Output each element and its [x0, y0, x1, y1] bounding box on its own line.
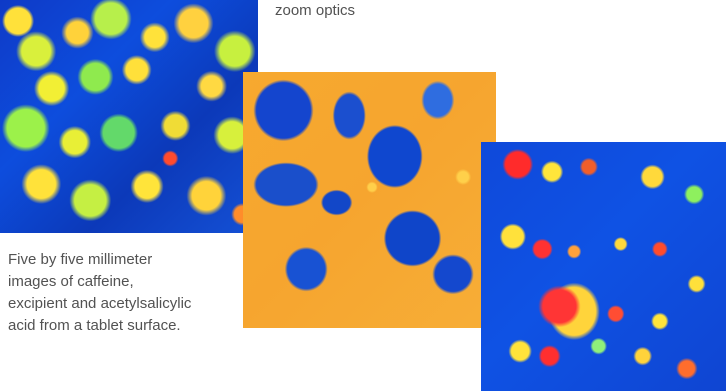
top-caption: zoom optics [275, 2, 356, 19]
figure-caption: Five by five millimeter images of caffei… [8, 251, 192, 334]
excipient-image [243, 72, 496, 328]
caffeine-image [0, 0, 258, 233]
acetylsalicylic-acid-image [481, 142, 726, 391]
